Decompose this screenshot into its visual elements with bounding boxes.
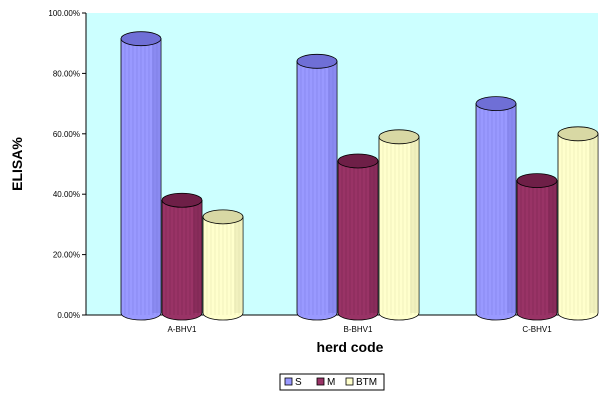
legend-swatch-m <box>316 377 325 386</box>
legend-swatch-btm <box>345 377 354 386</box>
y-tick-label: 80.00% <box>53 69 80 78</box>
y-tick-label: 40.00% <box>53 190 80 199</box>
legend: S M BTM <box>279 373 385 391</box>
legend-label-btm: BTM <box>356 377 377 388</box>
y-tick-label: 100.00% <box>48 9 80 18</box>
bars <box>120 31 599 321</box>
x-category-label: C-BHV1 <box>522 325 552 334</box>
y-tick-label: 20.00% <box>53 251 80 260</box>
y-tick-label: 0.00% <box>57 311 80 320</box>
legend-label-m: M <box>327 377 335 388</box>
x-axis-categories: A-BHV1 B-BHV1 C-BHV1 <box>168 325 553 334</box>
y-axis-ticks: 0.00% 20.00% 40.00% 60.00% 80.00% 100.00% <box>48 9 86 320</box>
bar-m-a-bhv1 <box>161 192 203 321</box>
x-axis-title: herd code <box>317 339 384 355</box>
bar-btm-a-bhv1 <box>202 209 244 321</box>
bar-s-b-bhv1 <box>296 53 338 321</box>
legend-label-s: S <box>295 377 302 388</box>
bar-m-b-bhv1 <box>337 153 379 321</box>
bar-m-c-bhv1 <box>516 173 558 321</box>
legend-box <box>279 373 385 391</box>
bar-btm-b-bhv1 <box>378 129 420 321</box>
x-category-label: B-BHV1 <box>344 325 373 334</box>
bar-btm-c-bhv1 <box>557 126 599 321</box>
bar-s-c-bhv1 <box>475 96 517 321</box>
y-tick-label: 60.00% <box>53 130 80 139</box>
x-category-label: A-BHV1 <box>168 325 197 334</box>
legend-swatch-s <box>284 377 293 386</box>
bar-s-a-bhv1 <box>120 31 162 321</box>
y-axis-title: ELISA% <box>9 137 25 191</box>
